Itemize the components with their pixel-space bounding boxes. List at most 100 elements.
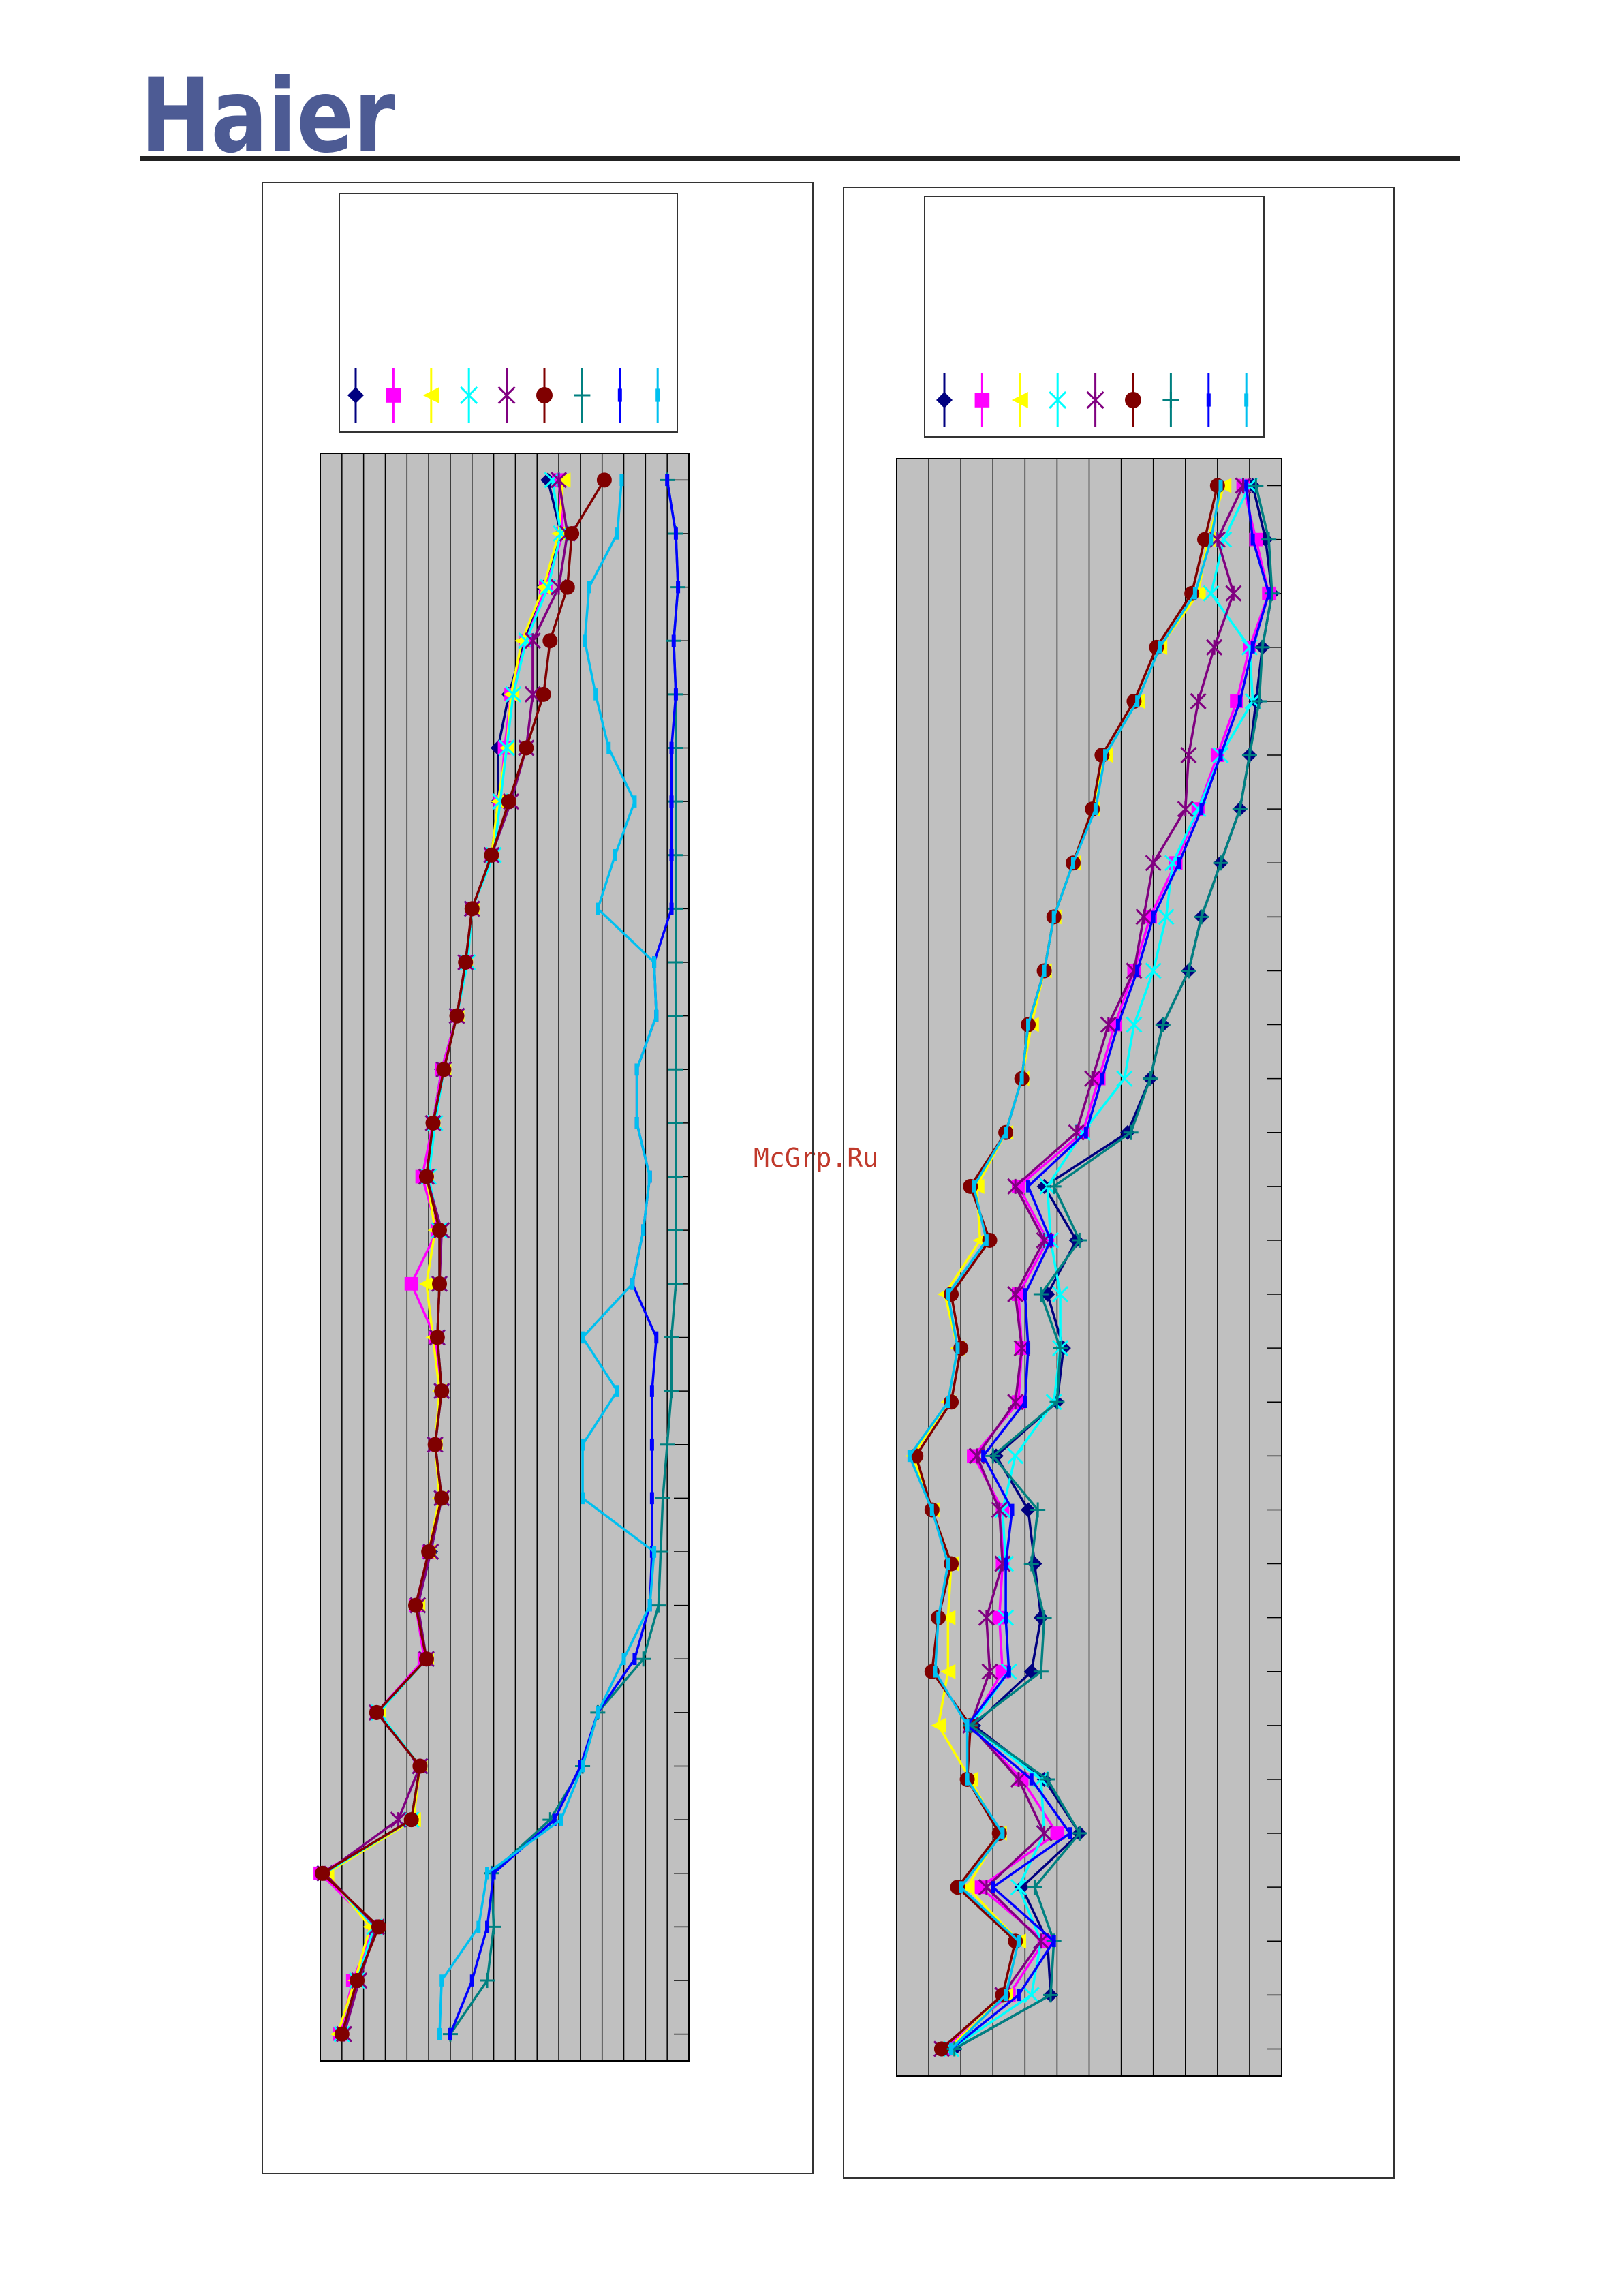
marker-part <box>1004 1126 1008 1139</box>
marker-part <box>634 1117 639 1129</box>
marker-part <box>940 1664 956 1679</box>
chart-frame <box>843 187 1395 2179</box>
data-point <box>965 1773 970 1786</box>
data-point <box>1010 1771 1027 1788</box>
data-point <box>676 581 681 594</box>
data-point <box>581 1760 585 1773</box>
marker-part <box>464 901 480 917</box>
data-point <box>544 472 561 489</box>
data-point <box>673 688 678 701</box>
data-point <box>654 1331 659 1344</box>
marker-part <box>498 739 515 756</box>
marker-part <box>1049 1234 1053 1246</box>
data-point <box>1103 749 1108 761</box>
data-point <box>559 1813 563 1826</box>
marker-part <box>1021 1502 1036 1518</box>
data-point <box>434 1490 450 1506</box>
legend-key <box>974 373 990 427</box>
marker-part <box>1004 1611 1008 1624</box>
data-point <box>1083 1126 1088 1139</box>
marker-part <box>491 1867 496 1880</box>
data-point <box>421 1544 437 1559</box>
marker-part <box>427 1437 443 1452</box>
data-point <box>1033 1287 1049 1302</box>
data-point <box>1004 1989 1008 2002</box>
marker-part <box>946 1396 950 1409</box>
marker-part <box>484 847 499 863</box>
legend-key <box>536 368 553 423</box>
data-point <box>1029 1773 1034 1786</box>
marker-part <box>581 1438 585 1451</box>
marker-part <box>559 579 575 595</box>
marker-part <box>458 955 474 970</box>
data-point <box>350 1973 365 1989</box>
legend-key <box>1125 373 1141 427</box>
marker-part <box>669 795 674 808</box>
data-point <box>669 741 674 754</box>
data-point <box>649 1385 654 1397</box>
marker-part <box>647 1599 652 1612</box>
legend-key <box>422 368 439 423</box>
data-point <box>1010 1503 1015 1516</box>
data-point <box>946 1396 950 1409</box>
data-point <box>1261 532 1277 547</box>
data-point <box>1145 855 1162 872</box>
data-point <box>593 688 598 701</box>
data-point <box>583 634 587 647</box>
marker-part <box>432 1223 448 1238</box>
data-point <box>1267 587 1271 600</box>
marker-part <box>425 1115 441 1131</box>
data-point <box>1053 1341 1068 1356</box>
marker-part <box>1206 393 1211 407</box>
marker-part <box>559 1813 563 1826</box>
marker-part <box>485 1920 490 1933</box>
data-point <box>1145 962 1162 979</box>
data-point <box>649 1438 654 1451</box>
marker-part <box>1023 1987 1040 2004</box>
marker-part <box>652 956 657 968</box>
data-point <box>369 1704 384 1720</box>
marker-part <box>676 581 681 594</box>
data-point <box>1237 695 1242 707</box>
data-point <box>660 1437 675 1452</box>
marker-part <box>536 686 551 702</box>
data-point <box>668 1115 683 1131</box>
data-point <box>536 686 551 702</box>
data-point <box>671 634 676 647</box>
series-line <box>944 485 1270 2050</box>
data-point <box>1190 692 1207 710</box>
marker-part <box>1051 910 1056 923</box>
data-point <box>1004 1557 1008 1570</box>
data-point <box>949 2042 954 2055</box>
data-point <box>615 527 619 540</box>
marker-part <box>432 1276 448 1291</box>
data-point <box>1181 963 1196 979</box>
marker-part <box>369 1704 384 1720</box>
marker-part <box>959 1881 963 1893</box>
data-point <box>664 1330 679 1345</box>
marker-part <box>933 1665 938 1678</box>
data-point <box>559 579 575 595</box>
marker-part <box>1070 857 1075 870</box>
data-point <box>1135 964 1140 977</box>
marker-part <box>583 634 587 647</box>
marker-part <box>654 1009 659 1022</box>
marker-part <box>439 1974 444 1987</box>
data-point <box>519 740 534 756</box>
data-point <box>632 1653 637 1666</box>
data-point <box>315 1865 330 1881</box>
data-point <box>1126 1016 1143 1033</box>
data-point <box>933 1665 938 1678</box>
data-point <box>1158 641 1162 654</box>
marker-part <box>606 741 611 754</box>
data-point <box>649 1546 654 1558</box>
data-point <box>1021 1502 1036 1518</box>
marker-part <box>621 1653 626 1666</box>
data-point <box>1199 803 1204 815</box>
data-point <box>1093 803 1098 815</box>
marker-part <box>929 1503 934 1516</box>
series-line <box>908 485 1222 2050</box>
marker-part <box>965 1773 970 1786</box>
marker-part <box>613 848 617 861</box>
data-point <box>1248 478 1264 493</box>
